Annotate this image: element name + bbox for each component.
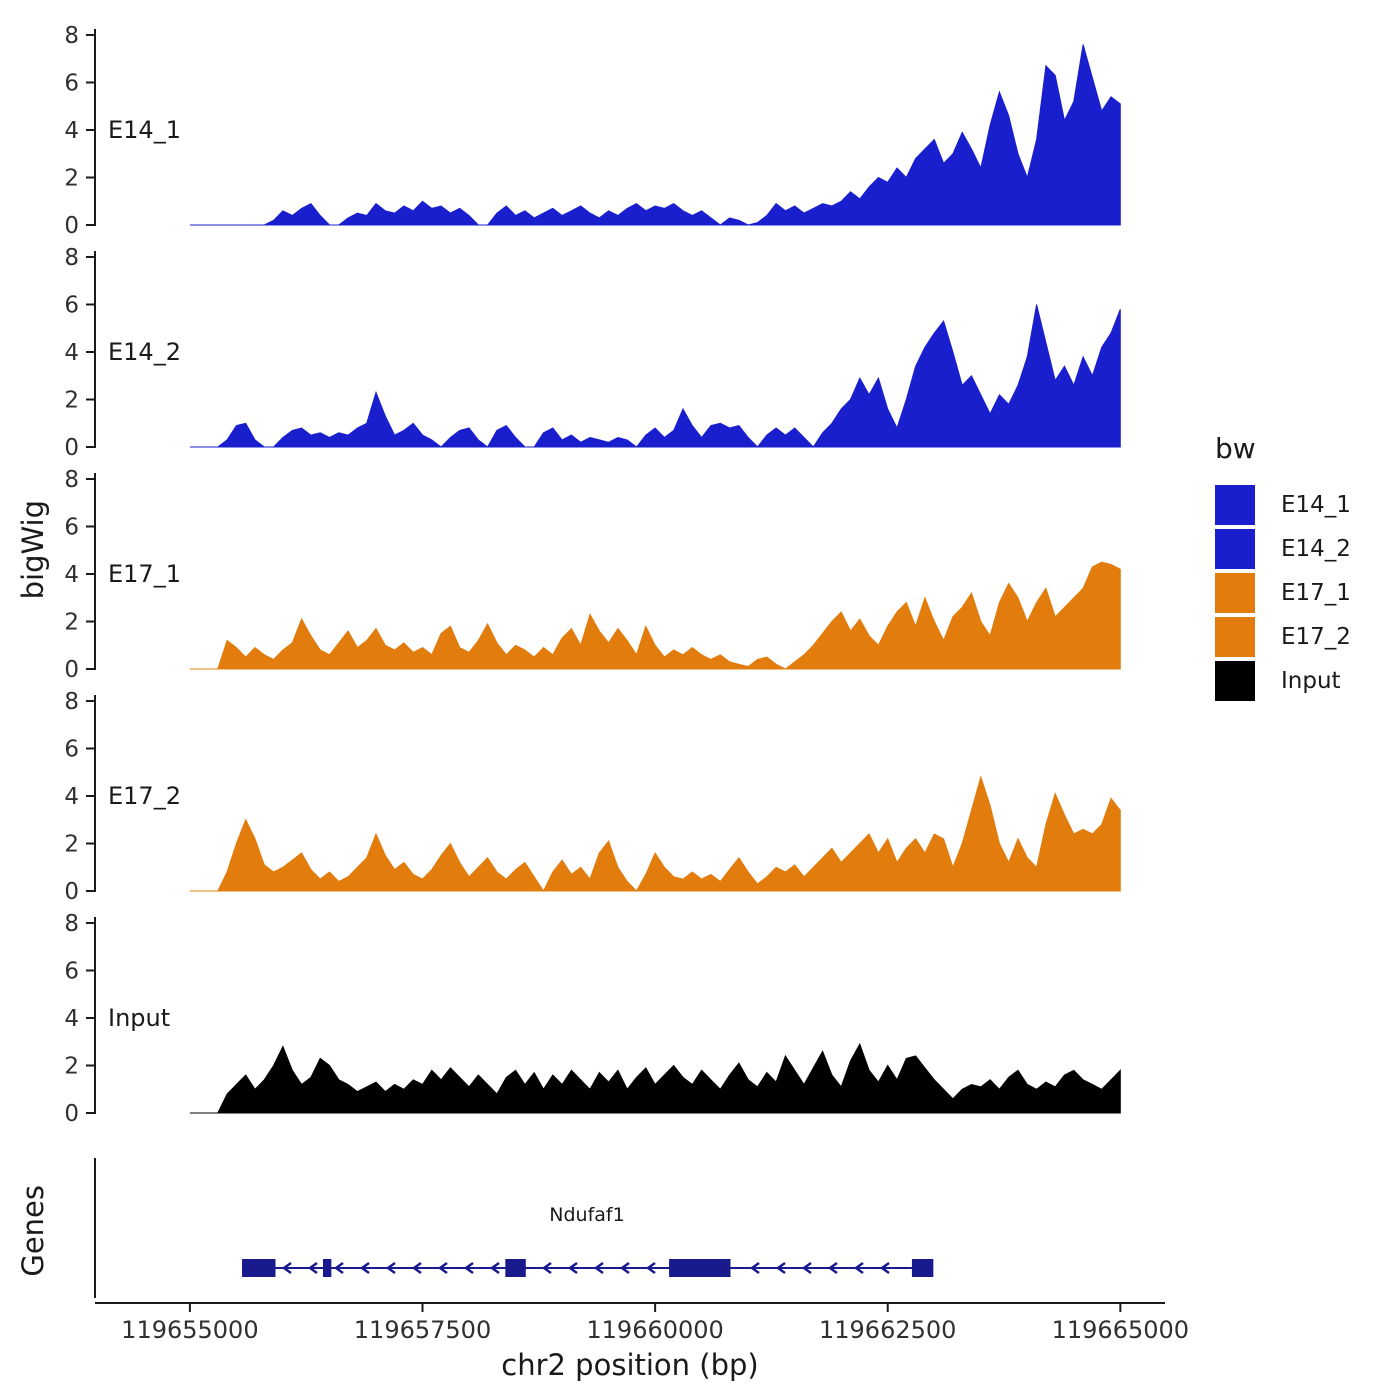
x-tick-label: 119660000 [586,1316,723,1344]
x-tick-label: 119662500 [819,1316,956,1344]
y-tick-label: 4 [64,340,79,366]
y-tick-label: 4 [64,562,79,588]
gene-strand-arrow-icon [775,1261,786,1275]
gene-strand-arrow-icon [749,1261,760,1275]
coverage-area-E14_2 [189,304,1121,448]
gene-strand-arrow-icon [619,1261,630,1275]
coverage-area-Input [189,1042,1121,1114]
legend-swatch-e17-1 [1215,573,1255,613]
gene-strand-arrow-icon [853,1261,864,1275]
y-tick-label: 8 [64,467,79,493]
y-tick-label: 8 [64,23,79,49]
legend-title: bw [1215,432,1256,465]
x-axis-title: chr2 position (bp) [501,1348,759,1382]
y-tick-label: 0 [64,1101,79,1127]
y-tick-label: 8 [64,245,79,271]
y-tick-label: 4 [64,118,79,144]
y-tick-label: 6 [64,959,79,985]
y-tick-label: 2 [64,1054,79,1080]
legend-item-input: Input [1215,661,1351,701]
gene-exon [669,1259,731,1277]
legend-swatch-input [1215,661,1255,701]
y-tick-label: 6 [64,737,79,763]
y-tick-label: 4 [64,784,79,810]
y-tick-label: 0 [64,657,79,683]
track-label-e17-1: E17_1 [108,560,181,588]
y-tick-label: 4 [64,1006,79,1032]
legend-item-e14-2: E14_2 [1215,529,1351,569]
y-tick-label: 8 [64,911,79,937]
legend-item-e14-1: E14_1 [1215,485,1351,525]
gene-strand-arrow-icon [281,1261,292,1275]
gene-exon [242,1259,276,1277]
legend-swatch-e14-2 [1215,529,1255,569]
gene-strand-arrow-icon [385,1261,396,1275]
x-tick-label: 119657500 [354,1316,491,1344]
coverage-area-E14_1 [189,44,1121,226]
legend-item-label: E17_1 [1281,580,1351,606]
track-label-e17-2: E17_2 [108,782,181,810]
legend: bw E14_1 E14_2 E17_1 E17_2 Input [1215,432,1351,705]
legend-item-label: Input [1281,668,1341,694]
y-tick-label: 2 [64,832,79,858]
legend-item-e17-2: E17_2 [1215,617,1351,657]
y-tick-label: 6 [64,71,79,97]
y-tick-label: 6 [64,515,79,541]
y-tick-label: 0 [64,213,79,239]
gene-strand-arrow-icon [307,1261,318,1275]
legend-swatch-e17-2 [1215,617,1255,657]
genes-axis-title: Genes [16,1185,50,1277]
gene-strand-arrow-icon [541,1261,552,1275]
y-axis-title: bigWig [16,500,50,600]
gene-strand-arrow-icon [489,1261,500,1275]
gene-strand-arrow-icon [645,1261,656,1275]
gene-name-label: Ndufaf1 [549,1204,625,1226]
gene-strand-arrow-icon [593,1261,604,1275]
y-tick-label: 6 [64,293,79,319]
gene-exon [322,1259,332,1277]
gene-strand-arrow-icon [567,1261,578,1275]
gene-strand-arrow-icon [333,1261,344,1275]
gene-exon [505,1259,526,1277]
gene-strand-arrow-icon [411,1261,422,1275]
gene-exon [911,1259,934,1277]
y-tick-label: 2 [64,166,79,192]
legend-item-label: E14_1 [1281,492,1351,518]
y-tick-label: 8 [64,689,79,715]
gene-strand-arrow-icon [437,1261,448,1275]
y-tick-label: 0 [64,879,79,905]
legend-item-e17-1: E17_1 [1215,573,1351,613]
gene-strand-arrow-icon [879,1261,890,1275]
gene-strand-arrow-icon [801,1261,812,1275]
track-label-e14-1: E14_1 [108,116,181,144]
track-label-e14-2: E14_2 [108,338,181,366]
y-tick-label: 2 [64,610,79,636]
gene-strand-arrow-icon [359,1261,370,1275]
x-tick-label: 119655000 [121,1316,258,1344]
coverage-area-E17_1 [189,561,1121,670]
y-tick-label: 0 [64,435,79,461]
gene-strand-arrow-icon [827,1261,838,1275]
y-tick-label: 2 [64,388,79,414]
x-tick-label: 119665000 [1052,1316,1189,1344]
legend-swatch-e14-1 [1215,485,1255,525]
track-label-input: Input [108,1004,171,1032]
coverage-area-E17_2 [189,775,1121,893]
gene-strand-arrow-icon [463,1261,474,1275]
legend-item-label: E17_2 [1281,624,1351,650]
legend-item-label: E14_2 [1281,536,1351,562]
